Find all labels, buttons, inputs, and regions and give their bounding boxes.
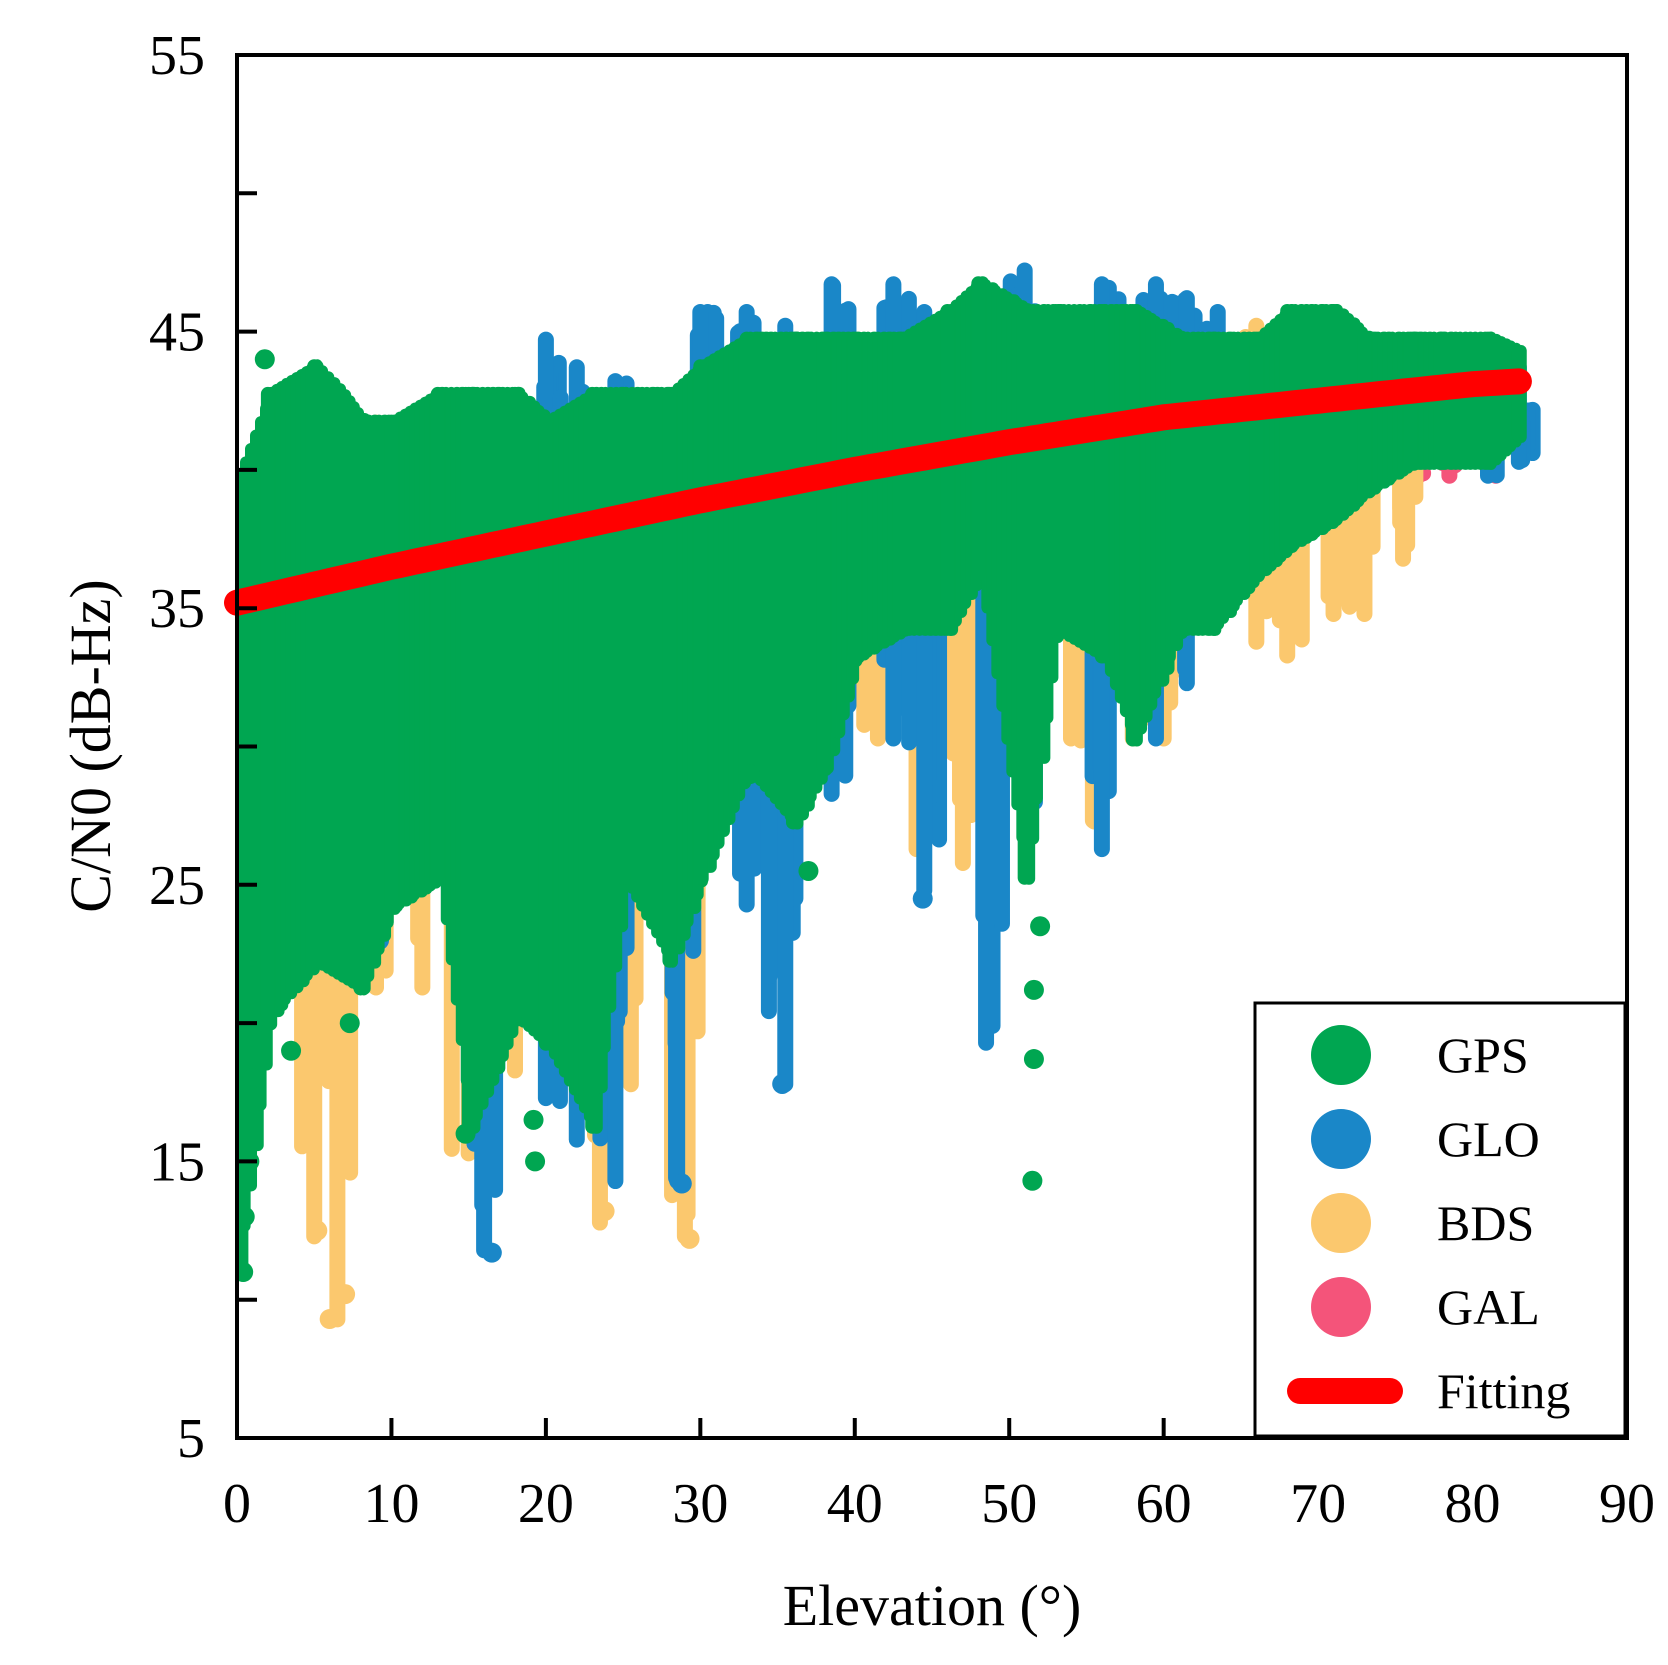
y-tick-label: 45 — [149, 302, 205, 364]
legend-marker-bds — [1311, 1193, 1371, 1253]
glo-point — [481, 1242, 502, 1263]
x-tick-label: 0 — [223, 1473, 251, 1535]
x-tick-label: 50 — [981, 1473, 1037, 1535]
y-axis-title: C/N0 (dB-Hz) — [58, 579, 123, 912]
gps-point — [237, 1262, 254, 1283]
gps-spike — [616, 386, 631, 885]
y-tick-label: 55 — [149, 25, 205, 87]
x-tick-label: 70 — [1290, 1473, 1346, 1535]
gps-spike — [384, 414, 399, 913]
x-tick-label: 10 — [363, 1473, 419, 1535]
gps-point — [523, 1109, 544, 1130]
legend: GPS GLO BDS GAL Fitting — [1253, 1001, 1627, 1438]
gps-spike — [461, 386, 476, 1134]
gps-spike — [538, 414, 553, 1051]
legend-label-gps: GPS — [1437, 1027, 1529, 1083]
gps-spike — [1249, 331, 1264, 581]
gps-spike — [1434, 331, 1449, 470]
gps-point — [1030, 916, 1051, 937]
x-tick-label: 60 — [1136, 1473, 1192, 1535]
gps-point — [254, 349, 275, 370]
gps-spike — [693, 359, 708, 885]
gps-point — [1023, 1049, 1044, 1070]
legend-label-glo: GLO — [1437, 1111, 1540, 1167]
gps-spike — [1017, 303, 1032, 885]
gps-point — [237, 1206, 255, 1227]
gps-spike — [508, 386, 522, 1024]
plot-area — [220, 262, 1541, 1330]
bds-point — [319, 1309, 340, 1330]
bds-point — [679, 1228, 700, 1249]
bds-point — [298, 1109, 319, 1130]
gps-spike — [971, 276, 986, 581]
y-tick-label: 5 — [177, 1408, 205, 1470]
gps-spike — [1357, 331, 1372, 498]
x-tick-label: 20 — [518, 1473, 574, 1535]
y-tick-label: 15 — [149, 1131, 205, 1193]
gps-spike — [585, 386, 600, 1134]
glo-point — [671, 1173, 692, 1194]
legend-marker-gps — [1311, 1025, 1371, 1085]
legend-label-gal: GAL — [1437, 1279, 1540, 1335]
gps-point — [798, 860, 819, 881]
gps-spike — [1203, 331, 1217, 636]
gps-spike — [847, 331, 862, 664]
glo-point — [912, 888, 933, 909]
x-tick-label: 30 — [672, 1473, 728, 1535]
gps-point — [1022, 1170, 1043, 1191]
fitting-line — [224, 368, 1532, 616]
legend-label-fitting: Fitting — [1437, 1363, 1570, 1419]
gps-point — [455, 1123, 476, 1144]
gps-point — [281, 1040, 302, 1061]
gps-spike — [1481, 331, 1495, 470]
gps-spike — [739, 331, 754, 775]
bds-point — [307, 1220, 328, 1241]
gps-spike — [786, 331, 800, 830]
x-tick-label: 90 — [1599, 1473, 1655, 1535]
legend-marker-glo — [1311, 1109, 1371, 1169]
series-gps — [237, 276, 1527, 1283]
gps-spike — [894, 331, 909, 636]
gps-spike — [816, 331, 831, 775]
gps-spike — [1048, 303, 1063, 636]
x-tick-label: 40 — [827, 1473, 883, 1535]
gps-spike — [1172, 331, 1187, 636]
legend-marker-gal — [1311, 1277, 1371, 1337]
x-axis-title: Elevation (°) — [783, 1573, 1082, 1638]
gps-spike — [662, 386, 677, 968]
gps-spike — [353, 414, 368, 996]
bds-point — [335, 1284, 356, 1305]
x-tick-label: 80 — [1445, 1473, 1501, 1535]
gps-spike — [1326, 303, 1341, 526]
gps-spike — [1125, 303, 1140, 747]
gps-spike — [307, 359, 322, 968]
gps-point — [1023, 979, 1044, 1000]
gps-spike — [430, 386, 445, 885]
gps-spike — [260, 386, 275, 1024]
legend-label-bds: BDS — [1437, 1195, 1534, 1251]
glo-point — [772, 1073, 793, 1094]
gps-spike — [1094, 303, 1109, 664]
gps-spike — [1280, 303, 1295, 553]
gps-point — [739, 764, 760, 785]
gps-point — [339, 1013, 360, 1034]
gps-point — [525, 1151, 546, 1172]
y-tick-label: 25 — [149, 855, 205, 917]
gps-spike — [940, 303, 955, 636]
bds-streak — [220, 624, 236, 933]
axes: 0 10 20 30 40 50 60 70 80 90 5 15 25 35 45 55 — [149, 25, 1655, 1535]
y-tick-label: 35 — [149, 578, 205, 640]
bds-point — [594, 1201, 615, 1222]
gps-point — [242, 1068, 263, 1089]
